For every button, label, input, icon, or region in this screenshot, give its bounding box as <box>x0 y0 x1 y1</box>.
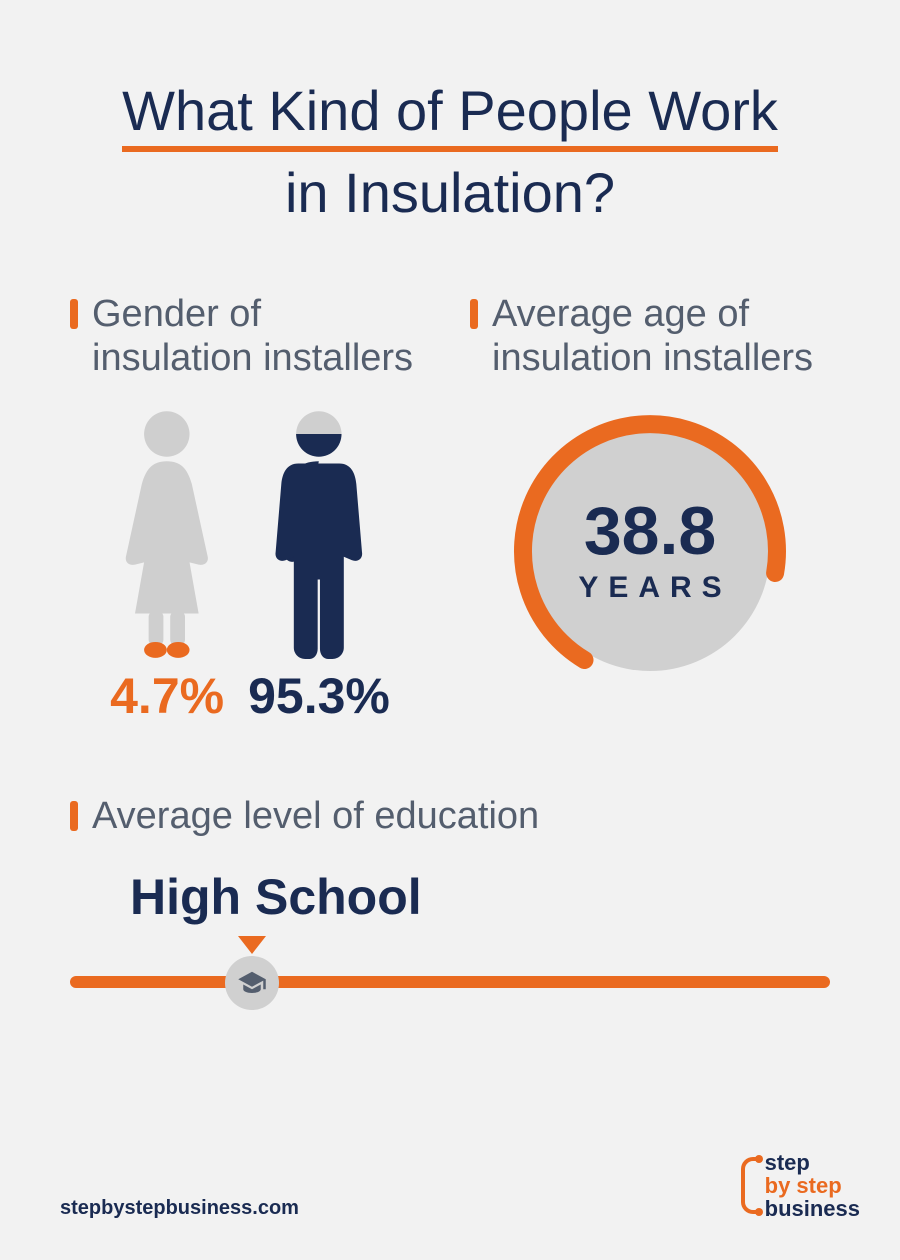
logo-line-2: by step <box>765 1174 860 1197</box>
age-chart: 38.8 YEARS <box>470 411 830 691</box>
graduation-cap-icon <box>237 968 267 998</box>
page-title: What Kind of People Work in Insulation? <box>70 80 830 223</box>
slider-circle <box>225 956 279 1010</box>
gender-column: Gender of insulation installers 4.7% <box>70 293 430 724</box>
bullet-icon <box>470 299 478 329</box>
bullet-icon <box>70 801 78 831</box>
education-heading-text: Average level of education <box>92 795 539 839</box>
female-figure: 4.7% <box>110 409 224 725</box>
slider-marker <box>225 936 279 1010</box>
age-unit: YEARS <box>578 571 731 605</box>
age-heading: Average age of insulation installers <box>470 293 830 380</box>
brand-logo: step by step business <box>741 1151 860 1220</box>
male-percent: 95.3% <box>248 667 390 725</box>
slider-triangle-icon <box>238 936 266 954</box>
education-slider <box>70 936 830 1016</box>
male-icon <box>262 409 376 659</box>
footer: stepbystepbusiness.com step by step busi… <box>60 1151 860 1220</box>
education-heading: Average level of education <box>70 795 830 839</box>
title-line-2: in Insulation? <box>70 162 830 224</box>
education-section: Average level of education High School <box>70 795 830 1017</box>
age-heading-text: Average age of insulation installers <box>492 293 830 380</box>
age-value: 38.8 <box>584 497 716 565</box>
logo-line-1: step <box>765 1151 860 1174</box>
gender-figures: 4.7% 95.3% <box>70 409 430 725</box>
title-line-1: What Kind of People Work <box>122 80 778 152</box>
stats-row: Gender of insulation installers 4.7% <box>70 293 830 724</box>
female-percent: 4.7% <box>110 667 224 725</box>
bullet-icon <box>70 299 78 329</box>
logo-bracket-icon <box>741 1157 759 1214</box>
logo-line-3: business <box>765 1197 860 1220</box>
male-figure: 95.3% <box>248 409 390 725</box>
education-value: High School <box>130 868 830 926</box>
gender-heading-text: Gender of insulation installers <box>92 293 430 380</box>
female-icon <box>110 409 224 659</box>
age-column: Average age of insulation installers 38.… <box>470 293 830 724</box>
footer-url: stepbystepbusiness.com <box>60 1197 299 1220</box>
gender-heading: Gender of insulation installers <box>70 293 430 380</box>
slider-track <box>70 976 830 988</box>
